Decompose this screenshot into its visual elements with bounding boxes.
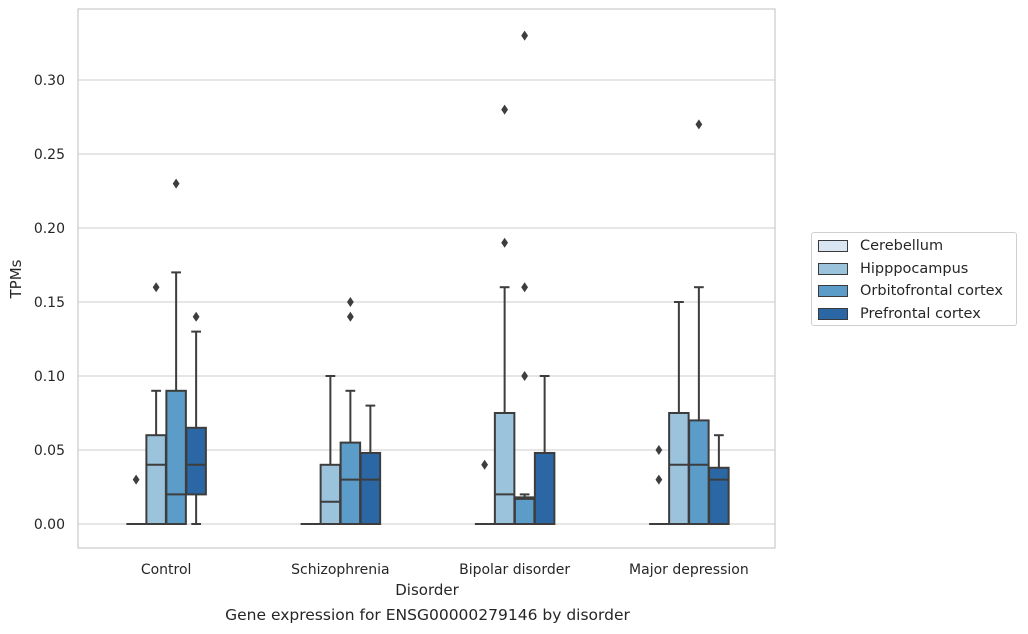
chart-title: Gene expression for ENSG00000279146 by d… (225, 606, 630, 624)
box-prefrontal-cortex (359, 404, 382, 525)
outlier-point (346, 297, 354, 307)
legend-swatch (818, 285, 848, 297)
box-prefrontal-cortex (533, 375, 556, 525)
outlier-point (152, 282, 160, 293)
box-body (359, 451, 382, 525)
x-tick-labels: Control Schizophrenia Bipolar disorder Majo… (141, 562, 749, 578)
y-tick-labels: 0.00 0.05 0.10 0.15 0.20 0.25 0.30 (34, 73, 65, 533)
legend-item: Cerebellum (818, 236, 943, 256)
y-tick-label: 0.20 (34, 221, 65, 237)
plot-marks (126, 30, 730, 526)
box-body (533, 451, 556, 525)
x-tick-label: Schizophrenia (291, 562, 389, 578)
legend-label: Hipppocampus (860, 260, 969, 277)
outlier-point (521, 30, 529, 41)
box-hipppocampus (319, 375, 342, 525)
legend-swatch (818, 240, 848, 252)
legend-label: Cerebellum (860, 238, 944, 254)
x-tick-label: Bipolar disorder (459, 562, 570, 578)
outlier-point (132, 474, 140, 485)
box-body (688, 419, 710, 525)
outlier-point (521, 282, 529, 293)
y-tick-label: 0.15 (34, 295, 65, 311)
y-tick-label: 0.10 (34, 369, 65, 385)
box-prefrontal-cortex (185, 311, 207, 525)
box-body (493, 412, 516, 525)
outlier-point (481, 459, 489, 470)
box-body (668, 412, 690, 525)
outlier-point (501, 237, 509, 248)
outlier-point (655, 445, 663, 455)
box-body (513, 496, 536, 525)
legend-item: Orbitofrontal cortex (818, 281, 1003, 301)
x-tick-label: Major depression (629, 562, 749, 578)
outlier-point (521, 371, 529, 381)
box-prefrontal-cortex (708, 434, 730, 526)
box-orbitofrontal-cortex (513, 30, 536, 525)
box-cerebellum (649, 445, 669, 525)
legend: Cerebellum Hipppocampus Orbitofrontal cort… (811, 232, 1017, 326)
x-axis-label: Disorder (395, 581, 459, 599)
box-orbitofrontal-cortex (165, 178, 187, 525)
box-cerebellum (474, 459, 495, 525)
legend-swatch (818, 307, 848, 320)
outlier-point (346, 311, 354, 322)
box-body (708, 466, 730, 526)
box-orbitofrontal-cortex (688, 119, 710, 525)
outlier-point (192, 311, 200, 322)
legend-swatch (818, 262, 848, 275)
y-tick-label: 0.05 (34, 443, 65, 459)
legend-item: Hipppocampus (818, 259, 968, 279)
outlier-point (695, 119, 703, 130)
legend-item: Prefrontal cortex (818, 304, 981, 324)
legend-label: Orbitofrontal cortex (860, 283, 1003, 299)
box-hipppocampus (145, 282, 167, 526)
outlier-point (655, 474, 663, 485)
box-hipppocampus (493, 104, 516, 525)
box-hipppocampus (668, 301, 690, 525)
legend-label: Prefrontal cortex (860, 305, 981, 322)
box-body (319, 463, 342, 525)
box-body (145, 434, 167, 526)
y-tick-label: 0.30 (34, 73, 65, 89)
box-orbitofrontal-cortex (339, 297, 362, 526)
box-body (165, 389, 187, 525)
outlier-point (172, 178, 180, 189)
y-tick-label: 0.25 (34, 147, 65, 163)
x-tick-label: Control (141, 562, 192, 578)
outlier-point (501, 104, 509, 115)
plot-frame (77, 8, 776, 549)
y-axis-label: TPMs (7, 259, 25, 299)
y-tick-label: 0.00 (34, 517, 65, 533)
box-body (185, 426, 207, 496)
box-body (339, 441, 362, 526)
box-cerebellum (126, 474, 146, 525)
